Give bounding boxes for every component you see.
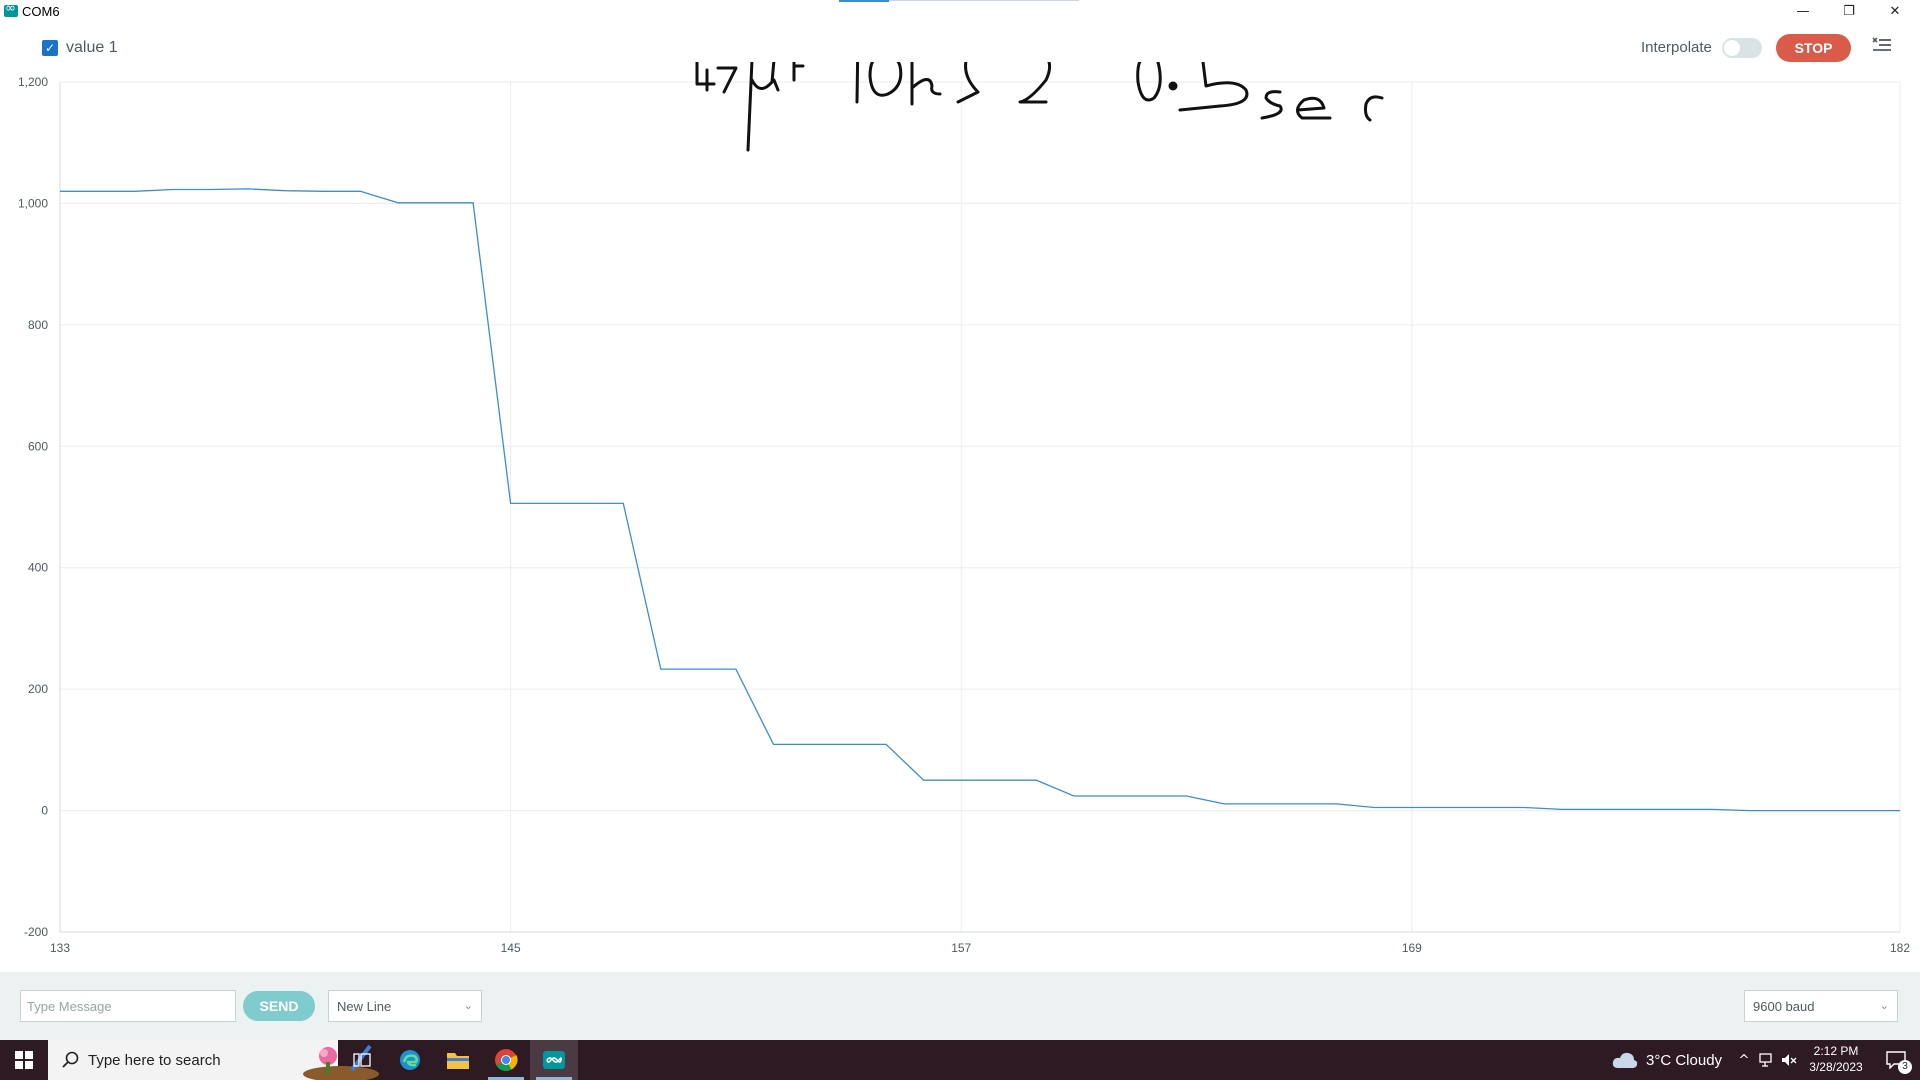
line-ending-select[interactable]: New Line ⌄ (328, 990, 482, 1022)
clock-time: 2:12 PM (1813, 1044, 1859, 1058)
minimize-button[interactable]: — (1796, 3, 1810, 19)
y-tick-label: 400 (28, 561, 48, 575)
send-button[interactable]: SEND (243, 991, 315, 1021)
series-label: value 1 (66, 39, 118, 56)
volume-button[interactable] (1778, 1040, 1800, 1080)
baud-rate-select[interactable]: 9600 baud ⌄ (1744, 990, 1898, 1022)
show-hidden-icons-button[interactable]: ^ (1734, 1040, 1754, 1080)
message-input[interactable] (20, 990, 236, 1022)
windows-taskbar: Type here to search (0, 1040, 1920, 1080)
taskbar-arduino[interactable] (530, 1040, 578, 1080)
stop-button[interactable]: STOP (1776, 34, 1851, 62)
title-bar: COM6 — ❐ ✕ (0, 0, 1920, 22)
network-button[interactable] (1756, 1040, 1778, 1080)
x-tick-label: 182 (1890, 941, 1910, 955)
interpolate-label: Interpolate (1641, 39, 1712, 56)
y-tick-label: 200 (28, 682, 48, 696)
edge-icon (400, 1050, 420, 1070)
weather-text: 3°C Cloudy (1646, 1051, 1723, 1069)
send-bar: SEND New Line ⌄ 9600 baud ⌄ (0, 972, 1920, 1040)
chrome-active-indicator (488, 1077, 524, 1080)
x-tick-label: 157 (951, 941, 971, 955)
y-tick-label: 0 (41, 804, 48, 818)
axis-ticks: -200 0 200 400 600 800 1,000 1,200 133 145 157 169 1… (18, 75, 1910, 955)
y-tick-label: 1,000 (18, 196, 48, 210)
x-tick-label: 145 (501, 941, 521, 955)
interpolate-toggle[interactable] (1722, 38, 1762, 58)
chevron-up-icon: ^ (1738, 1052, 1750, 1068)
network-icon (1759, 1053, 1772, 1067)
clear-menu-icon[interactable] (1872, 36, 1892, 56)
arduino-active-indicator (536, 1077, 572, 1080)
search-placeholder: Type here to search (88, 1051, 221, 1069)
taskbar-chrome[interactable] (482, 1040, 530, 1080)
notification-icon (1886, 1051, 1906, 1069)
search-icon (62, 1051, 79, 1068)
x-tick-label: 133 (50, 941, 70, 955)
handwritten-annotation (695, 62, 1384, 152)
title-accent-line (839, 0, 889, 2)
window-title: COM6 (22, 4, 60, 19)
y-tick-label: -200 (24, 925, 48, 939)
x-tick-label: 169 (1402, 941, 1422, 955)
taskbar-search-box[interactable]: Type here to search (48, 1040, 379, 1080)
task-view-button[interactable] (338, 1040, 386, 1080)
chevron-down-icon: ⌄ (1879, 999, 1889, 1012)
taskbar-clock[interactable]: 2:12 PM 3/28/2023 (1800, 1043, 1872, 1075)
grid (59, 81, 1901, 933)
y-tick-label: 800 (28, 318, 48, 332)
legend-item-value-1[interactable]: ✓ value 1 (42, 39, 118, 57)
weather-widget[interactable]: 3°C Cloudy (1612, 1040, 1752, 1080)
series-checkbox[interactable]: ✓ (42, 40, 58, 56)
notifications-button[interactable]: 3 (1876, 1040, 1916, 1080)
task-view-icon (353, 1053, 371, 1067)
toggle-knob (1724, 40, 1740, 56)
line-ending-value: New Line (337, 998, 392, 1014)
notification-badge: 3 (1898, 1060, 1912, 1074)
start-button[interactable] (0, 1040, 48, 1080)
chrome-icon (495, 1049, 518, 1071)
close-button[interactable]: ✕ (1889, 3, 1901, 19)
chevron-down-icon: ⌄ (463, 999, 473, 1012)
volume-muted-icon (1782, 1054, 1797, 1066)
series-layer (60, 188, 1900, 812)
restore-button[interactable]: ❐ (1843, 3, 1855, 19)
taskbar-file-explorer[interactable] (434, 1040, 482, 1080)
series-line-value-1 (60, 188, 1900, 812)
y-tick-label: 1,200 (18, 75, 48, 89)
search-highlight-image-icon (303, 1044, 379, 1080)
clock-date: 3/28/2023 (1809, 1060, 1863, 1074)
folder-icon (447, 1053, 469, 1069)
baud-rate-value: 9600 baud (1753, 998, 1815, 1014)
plot-area: -200 0 200 400 600 800 1,000 1,200 133 145 157 169 1… (18, 62, 1910, 955)
cloud-icon (1612, 1052, 1638, 1068)
windows-logo-icon (15, 1051, 33, 1069)
taskbar-edge[interactable] (386, 1040, 434, 1080)
y-tick-label: 600 (28, 439, 48, 453)
title-accent-track (889, 0, 1079, 1)
arduino-icon (543, 1051, 565, 1069)
arduino-app-icon (4, 1, 18, 17)
